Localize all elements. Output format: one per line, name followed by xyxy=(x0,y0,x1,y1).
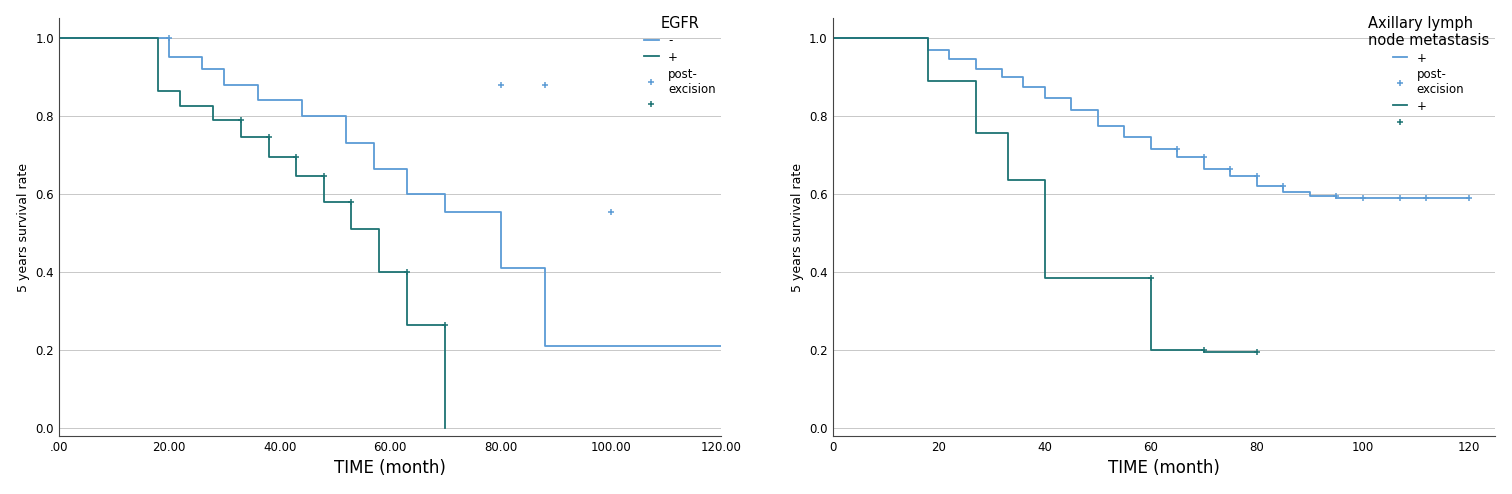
Legend: -, +, post-
excision, : -, +, post- excision, xyxy=(644,16,715,112)
X-axis label: TIME (month): TIME (month) xyxy=(1108,459,1220,477)
X-axis label: TIME (month): TIME (month) xyxy=(334,459,446,477)
Y-axis label: 5 years survival rate: 5 years survival rate xyxy=(17,163,30,291)
Y-axis label: 5 years survival rate: 5 years survival rate xyxy=(791,163,803,291)
Legend: +, post-
excision, +, : +, post- excision, +, xyxy=(1368,16,1489,129)
